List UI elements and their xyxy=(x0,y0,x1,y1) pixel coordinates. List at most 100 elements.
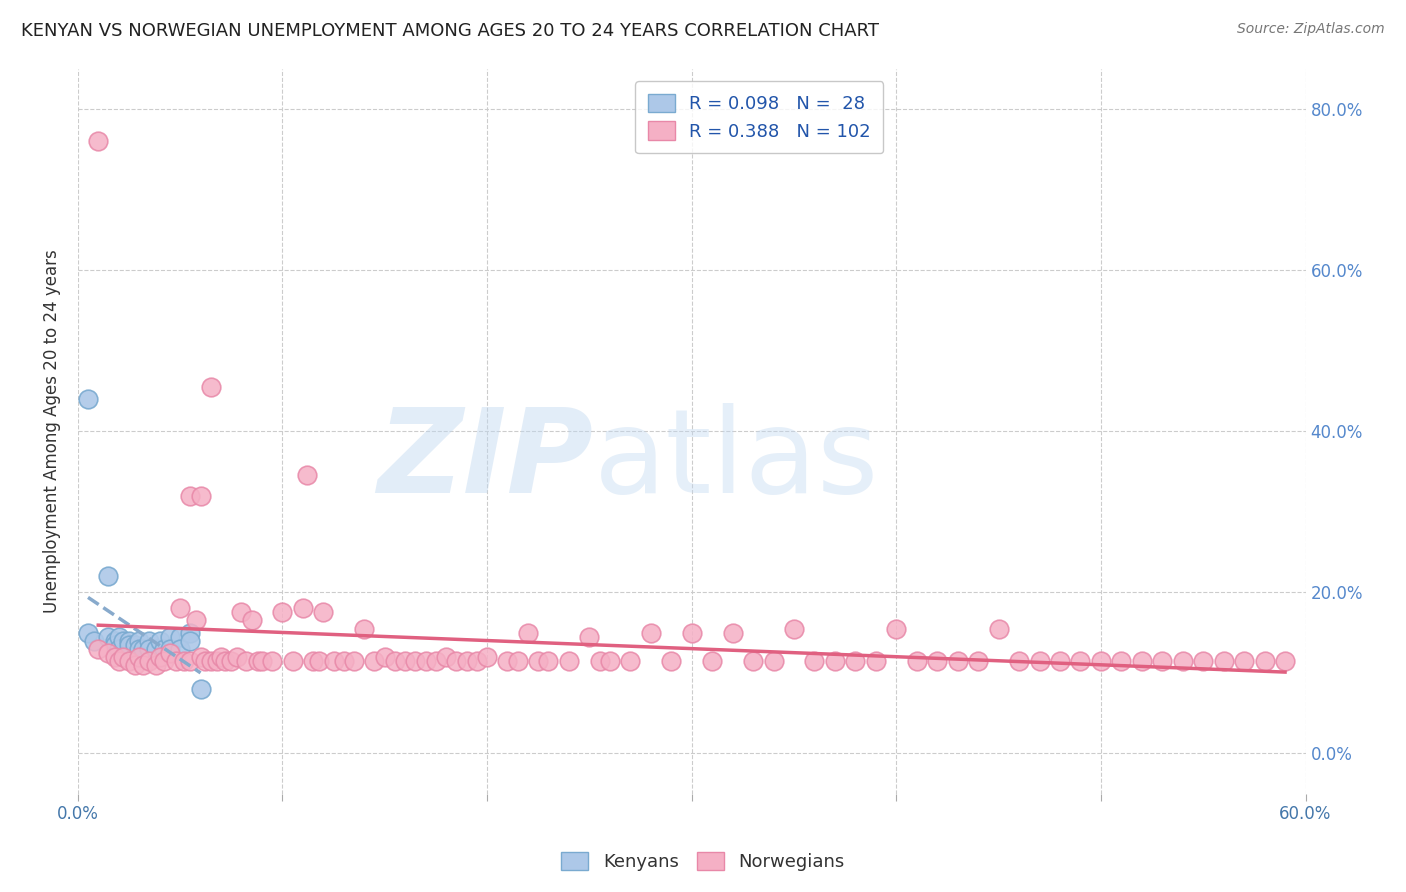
Point xyxy=(1008,654,1031,668)
Point xyxy=(97,630,120,644)
Point xyxy=(118,654,141,668)
Point xyxy=(619,654,641,668)
Point xyxy=(107,630,129,644)
Text: Source: ZipAtlas.com: Source: ZipAtlas.com xyxy=(1237,22,1385,37)
Point xyxy=(219,654,242,668)
Point xyxy=(1090,654,1112,668)
Point xyxy=(1274,654,1296,668)
Point xyxy=(824,654,846,668)
Point xyxy=(844,654,866,668)
Point xyxy=(186,614,208,628)
Point xyxy=(1028,654,1050,668)
Point xyxy=(226,649,249,664)
Point xyxy=(145,657,167,672)
Point xyxy=(721,625,744,640)
Point xyxy=(77,625,100,640)
Point xyxy=(190,649,212,664)
Point xyxy=(262,654,284,668)
Point xyxy=(128,633,150,648)
Point xyxy=(173,654,195,668)
Point xyxy=(97,569,120,583)
Point xyxy=(762,654,785,668)
Point xyxy=(179,633,201,648)
Point xyxy=(149,649,172,664)
Text: atlas: atlas xyxy=(593,402,879,517)
Point xyxy=(152,641,174,656)
Point xyxy=(537,654,560,668)
Legend: R = 0.098   N =  28, R = 0.388   N = 102: R = 0.098 N = 28, R = 0.388 N = 102 xyxy=(636,81,883,153)
Point xyxy=(578,630,600,644)
Point xyxy=(681,625,703,640)
Point xyxy=(214,654,236,668)
Point xyxy=(152,654,174,668)
Point xyxy=(884,622,907,636)
Point xyxy=(235,654,257,668)
Point xyxy=(87,641,110,656)
Text: KENYAN VS NORWEGIAN UNEMPLOYMENT AMONG AGES 20 TO 24 YEARS CORRELATION CHART: KENYAN VS NORWEGIAN UNEMPLOYMENT AMONG A… xyxy=(21,22,879,40)
Point xyxy=(205,654,228,668)
Point xyxy=(465,654,488,668)
Point xyxy=(111,633,134,648)
Point xyxy=(506,654,529,668)
Point xyxy=(107,641,129,656)
Point xyxy=(404,654,426,668)
Point xyxy=(456,654,478,668)
Point xyxy=(194,654,217,668)
Point xyxy=(363,654,385,668)
Point xyxy=(83,633,105,648)
Point xyxy=(865,654,887,668)
Point xyxy=(169,641,191,656)
Point xyxy=(446,654,468,668)
Point xyxy=(138,633,160,648)
Point xyxy=(231,606,253,620)
Point xyxy=(496,654,519,668)
Point xyxy=(588,654,610,668)
Point xyxy=(803,654,825,668)
Point xyxy=(124,638,146,652)
Point xyxy=(128,641,150,656)
Point xyxy=(343,654,366,668)
Point xyxy=(1130,654,1153,668)
Point xyxy=(415,654,437,668)
Point xyxy=(132,641,155,656)
Point xyxy=(700,654,723,668)
Point xyxy=(149,633,172,648)
Point xyxy=(434,649,457,664)
Point xyxy=(1192,654,1215,668)
Point xyxy=(104,638,127,652)
Point xyxy=(118,638,141,652)
Point xyxy=(640,625,662,640)
Point xyxy=(209,649,232,664)
Point xyxy=(527,654,550,668)
Point xyxy=(1253,654,1275,668)
Point xyxy=(246,654,269,668)
Point xyxy=(927,654,949,668)
Point xyxy=(200,380,222,394)
Point xyxy=(138,654,160,668)
Point xyxy=(281,654,304,668)
Point xyxy=(111,649,134,664)
Point xyxy=(159,641,181,656)
Point xyxy=(291,601,314,615)
Point xyxy=(322,654,344,668)
Point xyxy=(104,633,127,648)
Point xyxy=(374,649,396,664)
Point xyxy=(517,625,540,640)
Legend: Kenyans, Norwegians: Kenyans, Norwegians xyxy=(554,845,852,879)
Text: ZIP: ZIP xyxy=(377,402,593,517)
Point xyxy=(128,649,150,664)
Point xyxy=(87,134,110,148)
Point xyxy=(138,641,160,656)
Point xyxy=(475,649,498,664)
Point xyxy=(1049,654,1071,668)
Point xyxy=(1233,654,1256,668)
Point xyxy=(558,654,581,668)
Point xyxy=(124,657,146,672)
Point xyxy=(190,681,212,696)
Point xyxy=(599,654,621,668)
Point xyxy=(165,654,187,668)
Point xyxy=(159,646,181,660)
Point xyxy=(159,630,181,644)
Point xyxy=(1171,654,1194,668)
Point xyxy=(200,654,222,668)
